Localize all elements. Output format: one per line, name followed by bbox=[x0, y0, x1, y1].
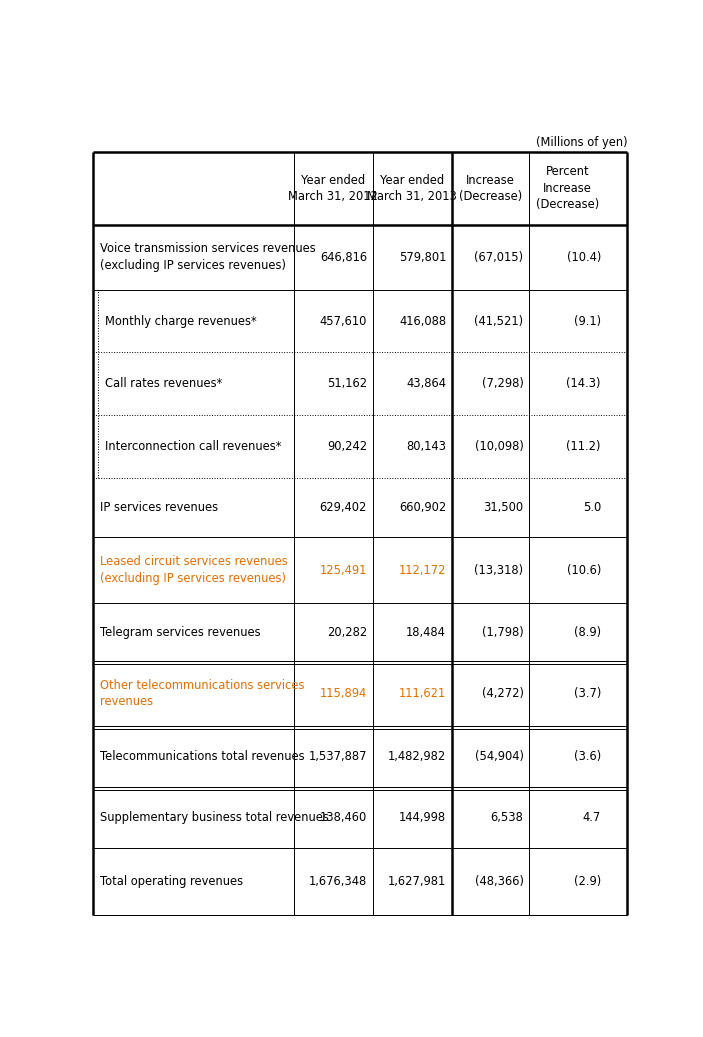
Text: (54,904): (54,904) bbox=[475, 750, 524, 763]
Text: (7,298): (7,298) bbox=[482, 377, 524, 390]
Text: (8.9): (8.9) bbox=[574, 625, 601, 639]
Text: (10.4): (10.4) bbox=[567, 251, 601, 263]
Text: Telegram services revenues: Telegram services revenues bbox=[101, 625, 261, 639]
Text: Call rates revenues*: Call rates revenues* bbox=[105, 377, 222, 390]
Text: 4.7: 4.7 bbox=[583, 811, 601, 824]
Text: (1,798): (1,798) bbox=[482, 625, 524, 639]
Text: 111,621: 111,621 bbox=[399, 686, 446, 700]
Text: 5.0: 5.0 bbox=[583, 501, 601, 514]
Text: 125,491: 125,491 bbox=[320, 564, 367, 577]
Text: 629,402: 629,402 bbox=[320, 501, 367, 514]
Text: Telecommunications total revenues: Telecommunications total revenues bbox=[101, 750, 305, 763]
Text: 20,282: 20,282 bbox=[327, 625, 367, 639]
Text: (Millions of yen): (Millions of yen) bbox=[536, 136, 627, 149]
Text: Supplementary business total revenues: Supplementary business total revenues bbox=[101, 811, 329, 824]
Text: 1,537,887: 1,537,887 bbox=[309, 750, 367, 763]
Text: 579,801: 579,801 bbox=[399, 251, 446, 263]
Text: Year ended
March 31, 2012: Year ended March 31, 2012 bbox=[288, 174, 378, 203]
Text: Voice transmission services revenues
(excluding IP services revenues): Voice transmission services revenues (ex… bbox=[101, 243, 316, 272]
Text: Interconnection call revenues*: Interconnection call revenues* bbox=[105, 440, 281, 453]
Text: 457,610: 457,610 bbox=[320, 314, 367, 328]
Text: (67,015): (67,015) bbox=[475, 251, 524, 263]
Text: 1,627,981: 1,627,981 bbox=[388, 875, 446, 888]
Text: 660,902: 660,902 bbox=[399, 501, 446, 514]
Text: 115,894: 115,894 bbox=[320, 686, 367, 700]
Text: 51,162: 51,162 bbox=[327, 377, 367, 390]
Text: (3.7): (3.7) bbox=[574, 686, 601, 700]
Text: Total operating revenues: Total operating revenues bbox=[101, 875, 243, 888]
Text: Percent
Increase
(Decrease): Percent Increase (Decrease) bbox=[536, 166, 600, 212]
Text: Leased circuit services revenues
(excluding IP services revenues): Leased circuit services revenues (exclud… bbox=[101, 556, 288, 585]
Text: (13,318): (13,318) bbox=[475, 564, 524, 577]
Text: 1,676,348: 1,676,348 bbox=[309, 875, 367, 888]
Text: (9.1): (9.1) bbox=[574, 314, 601, 328]
Text: 1,482,982: 1,482,982 bbox=[388, 750, 446, 763]
Text: 138,460: 138,460 bbox=[320, 811, 367, 824]
Text: (41,521): (41,521) bbox=[475, 314, 524, 328]
Text: 646,816: 646,816 bbox=[320, 251, 367, 263]
Text: Other telecommunications services
revenues: Other telecommunications services revenu… bbox=[101, 678, 305, 708]
Text: (2.9): (2.9) bbox=[574, 875, 601, 888]
Text: Increase
(Decrease): Increase (Decrease) bbox=[458, 174, 522, 203]
Text: 90,242: 90,242 bbox=[327, 440, 367, 453]
Text: (48,366): (48,366) bbox=[475, 875, 524, 888]
Text: 80,143: 80,143 bbox=[406, 440, 446, 453]
Text: 416,088: 416,088 bbox=[399, 314, 446, 328]
Text: Year ended
March 31, 2013: Year ended March 31, 2013 bbox=[367, 174, 457, 203]
Text: Monthly charge revenues*: Monthly charge revenues* bbox=[105, 314, 257, 328]
Text: (3.6): (3.6) bbox=[574, 750, 601, 763]
Text: 144,998: 144,998 bbox=[399, 811, 446, 824]
Text: (14.3): (14.3) bbox=[567, 377, 601, 390]
Text: 112,172: 112,172 bbox=[399, 564, 446, 577]
Text: 31,500: 31,500 bbox=[484, 501, 524, 514]
Text: IP services revenues: IP services revenues bbox=[101, 501, 219, 514]
Text: (11.2): (11.2) bbox=[567, 440, 601, 453]
Text: 18,484: 18,484 bbox=[406, 625, 446, 639]
Text: 43,864: 43,864 bbox=[406, 377, 446, 390]
Text: 6,538: 6,538 bbox=[491, 811, 524, 824]
Text: (10.6): (10.6) bbox=[567, 564, 601, 577]
Text: (10,098): (10,098) bbox=[475, 440, 524, 453]
Text: (4,272): (4,272) bbox=[482, 686, 524, 700]
